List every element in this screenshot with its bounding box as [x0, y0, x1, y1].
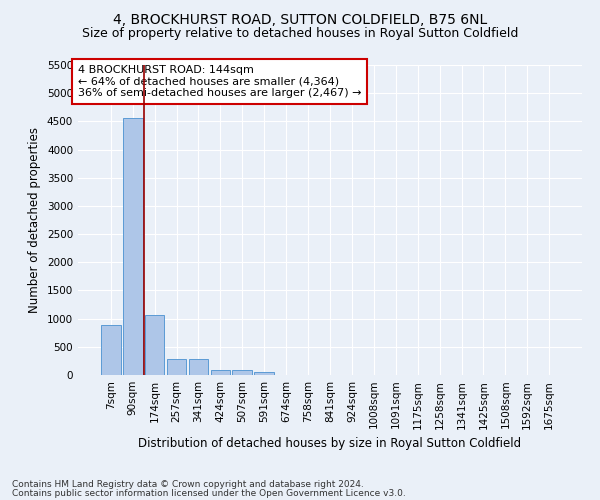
- Bar: [254, 372, 274, 375]
- Text: Contains public sector information licensed under the Open Government Licence v3: Contains public sector information licen…: [12, 488, 406, 498]
- Bar: [211, 370, 230, 375]
- Text: Size of property relative to detached houses in Royal Sutton Coldfield: Size of property relative to detached ho…: [82, 28, 518, 40]
- Bar: [188, 359, 208, 375]
- Bar: [145, 316, 164, 375]
- Bar: [167, 358, 187, 375]
- Bar: [101, 326, 121, 375]
- Bar: [232, 370, 252, 375]
- Text: 4 BROCKHURST ROAD: 144sqm
← 64% of detached houses are smaller (4,364)
36% of se: 4 BROCKHURST ROAD: 144sqm ← 64% of detac…: [78, 65, 361, 98]
- Y-axis label: Number of detached properties: Number of detached properties: [28, 127, 41, 313]
- Text: Contains HM Land Registry data © Crown copyright and database right 2024.: Contains HM Land Registry data © Crown c…: [12, 480, 364, 489]
- Bar: [123, 118, 143, 375]
- X-axis label: Distribution of detached houses by size in Royal Sutton Coldfield: Distribution of detached houses by size …: [139, 437, 521, 450]
- Text: 4, BROCKHURST ROAD, SUTTON COLDFIELD, B75 6NL: 4, BROCKHURST ROAD, SUTTON COLDFIELD, B7…: [113, 12, 487, 26]
